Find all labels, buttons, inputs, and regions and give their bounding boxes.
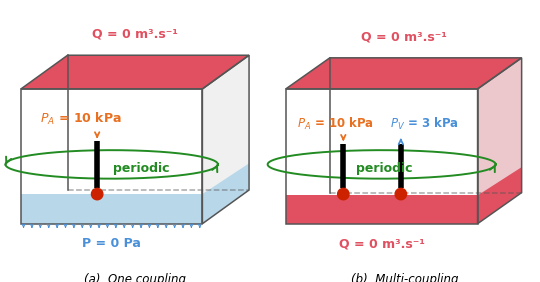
Text: P = 0 Pa: P = 0 Pa [82,237,141,250]
Polygon shape [21,194,202,224]
Polygon shape [477,167,522,224]
Circle shape [338,188,349,200]
Circle shape [91,188,103,200]
Polygon shape [21,55,249,89]
Text: Q = 0 m³.s⁻¹: Q = 0 m³.s⁻¹ [361,30,447,44]
Polygon shape [286,58,522,89]
Text: $P_A$ = 10 kPa: $P_A$ = 10 kPa [40,111,122,127]
Text: $P_A$ = 10 kPa: $P_A$ = 10 kPa [296,116,374,133]
Polygon shape [202,55,249,224]
Polygon shape [286,89,477,224]
Circle shape [395,188,407,200]
Text: Q = 0 m³.s⁻¹: Q = 0 m³.s⁻¹ [92,28,178,41]
Polygon shape [286,195,477,224]
Polygon shape [202,163,249,224]
Polygon shape [21,89,202,224]
Text: $P_V$ = 3 kPa: $P_V$ = 3 kPa [390,116,460,133]
Text: periodic: periodic [113,162,169,175]
Polygon shape [477,58,522,224]
Text: (a)  One coupling: (a) One coupling [84,273,186,282]
Text: (b)  Multi-coupling: (b) Multi-coupling [351,273,459,282]
Text: periodic: periodic [356,162,413,175]
Text: Q = 0 m³.s⁻¹: Q = 0 m³.s⁻¹ [339,238,424,251]
